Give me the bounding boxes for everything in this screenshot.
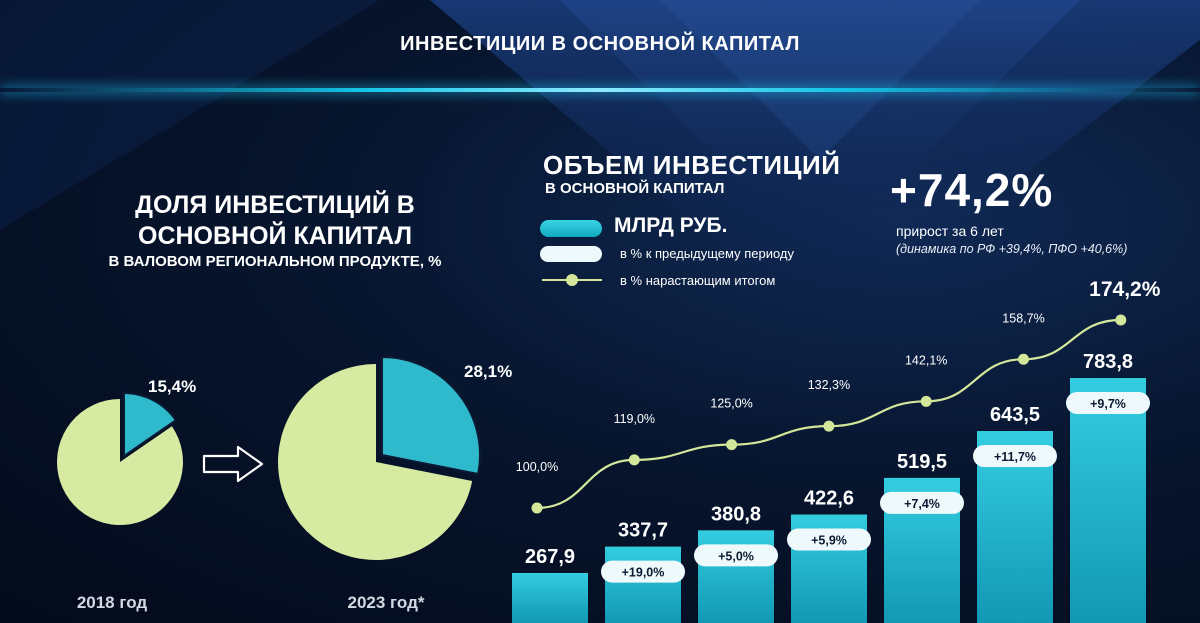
legend-swatch-line: [542, 274, 602, 286]
pill: [601, 560, 685, 583]
share-title-line2: ОСНОВНОЙ КАПИТАЛ: [138, 222, 412, 250]
legend-swatch-pill: [540, 246, 602, 262]
bar-value-label: 643,5: [990, 404, 1040, 426]
pie-slice-highlight: [123, 391, 178, 458]
pill-label: +11,7%: [994, 450, 1036, 464]
bar-value-label: 519,5: [897, 451, 947, 473]
legend-label-bar: МЛРД РУБ.: [614, 214, 728, 237]
bar: [698, 530, 774, 623]
pie-value-label: 28,1%: [464, 362, 512, 381]
line-point: [1018, 353, 1029, 365]
line-point-label: 132,3%: [808, 378, 850, 392]
pill-label: +5,9%: [811, 534, 847, 548]
pill: [1066, 392, 1150, 414]
share-section-title: ДОЛЯ ИНВЕСТИЦИЙ В ОСНОВНОЙ КАПИТАЛ: [40, 190, 510, 252]
pie-charts: 15,4% 2018 год 28,1% 2023 год*: [56, 355, 512, 612]
line-point-label: 174,2%: [1089, 278, 1161, 301]
line-point-label: 158,7%: [1002, 311, 1044, 325]
line-point: [726, 439, 738, 451]
line-point: [531, 502, 543, 514]
pill: [880, 491, 964, 514]
line-point: [823, 420, 835, 432]
bar: [512, 573, 588, 623]
bar-value-label: 783,8: [1083, 351, 1133, 373]
pill: [973, 445, 1057, 468]
legend-label-line: в % нарастающим итогом: [620, 273, 776, 288]
bar-value-label: 267,9: [525, 546, 575, 568]
pill: [694, 544, 778, 567]
cumulative-line: 100,0% 119,0% 125,0% 132,3% 142,1% 158,7% 174,…: [516, 278, 1161, 514]
bar-value-label: 422,6: [804, 488, 854, 510]
pie-slice-rest: [56, 398, 183, 525]
share-section-subtitle: В ВАЛОВОМ РЕГИОНАЛЬНОМ ПРОДУКТЕ, %: [108, 253, 442, 270]
right-arrow-icon: [202, 445, 264, 483]
line-point-label: 142,1%: [905, 353, 947, 367]
bar: [1070, 378, 1146, 623]
pill-label: +9,7%: [1090, 397, 1126, 411]
pill-label: +5,0%: [718, 549, 754, 563]
pie-year-label: 2018 год: [77, 593, 148, 612]
pie-slice-highlight: [381, 355, 481, 476]
bar: [605, 546, 681, 623]
growth-value: +74,2%: [890, 164, 1054, 216]
legend-swatch-bar: [540, 220, 602, 237]
pie-value-label: 15,4%: [148, 377, 196, 396]
line-point-label: 119,0%: [614, 412, 655, 426]
growth-caption: прирост за 6 лет: [896, 223, 1004, 239]
line-point: [920, 395, 932, 407]
line-point: [1115, 314, 1127, 326]
line-point: [628, 454, 640, 466]
line-point-label: 100,0%: [516, 460, 558, 474]
line-point-label: 125,0%: [710, 397, 752, 411]
growth-note: (динамика по РФ +39,4%, ПФО +40,6%): [896, 242, 1128, 256]
pill-label: +7,4%: [904, 497, 940, 511]
pill-label: +19,0%: [622, 566, 665, 580]
pie-slice-rest: [278, 364, 473, 560]
bar-value-label: 380,8: [711, 503, 761, 525]
legend-label-pill: в % к предыдущему периоду: [620, 246, 794, 261]
pill: [787, 528, 871, 551]
pie-year-label: 2023 год*: [348, 593, 425, 612]
bar-value-label: 337,7: [618, 520, 668, 542]
period-change-pills: +19,0% +5,0% +5,9% +7,4% +11,7% +9,7%: [601, 392, 1150, 583]
volume-section-title: ОБЪЕМ ИНВЕСТИЦИЙ: [543, 150, 841, 180]
share-title-line1: ДОЛЯ ИНВЕСТИЦИЙ В: [135, 191, 415, 219]
page-title: ИНВЕСТИЦИИ В ОСНОВНОЙ КАПИТАЛ: [400, 33, 800, 55]
volume-section-subtitle: В ОСНОВНОЙ КАПИТАЛ: [545, 180, 725, 197]
title-divider: [0, 88, 1200, 92]
